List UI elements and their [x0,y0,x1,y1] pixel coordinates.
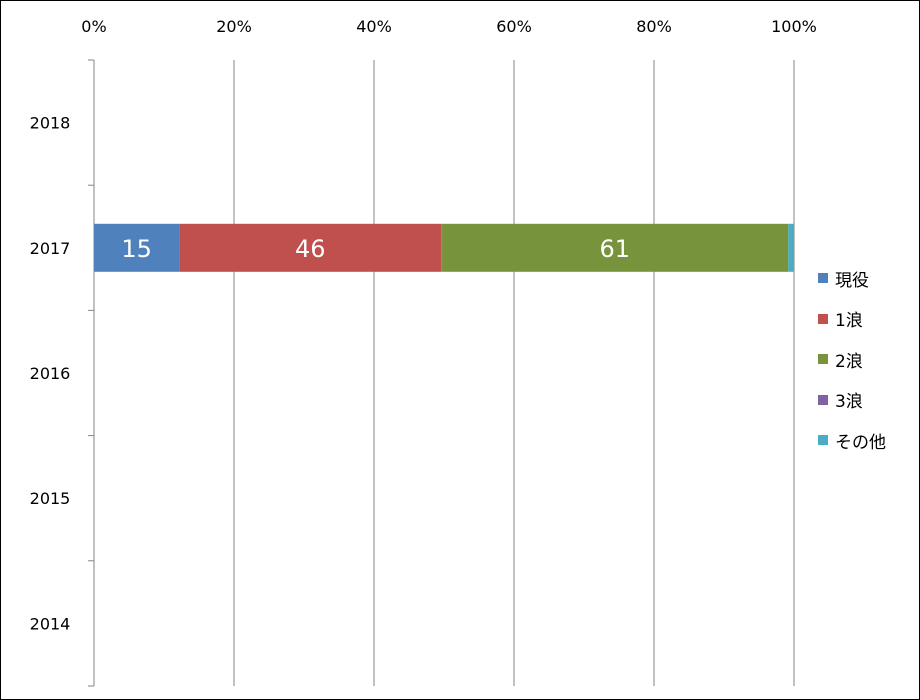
legend-item: 現役 [818,258,886,299]
bar-segment [179,223,442,272]
bar-segment [788,223,794,272]
y-tick-label: 2016 [30,364,71,383]
legend-swatch [818,354,828,365]
y-tick-label: 2018 [30,114,71,133]
data-label: 15 [121,235,152,263]
x-tick-label: 100% [771,17,817,36]
legend-swatch [818,313,828,324]
legend-swatch [818,394,828,405]
legend-label: 3浪 [835,392,863,413]
legend-label: 2浪 [835,351,863,372]
data-label: 46 [295,235,326,263]
legend-swatch [818,273,828,284]
legend-swatch [818,435,828,446]
x-tick-label: 40% [356,17,392,36]
legend-label: その他 [835,432,886,453]
legend: 現役 1浪 2浪 3浪その他 [818,258,886,461]
y-tick-label: 2014 [30,614,71,633]
y-tick-label: 2015 [30,489,71,508]
legend-item: 3浪 [818,380,886,421]
legend-item: その他 [818,420,886,461]
legend-item: 1浪 [818,299,886,340]
x-tick-label: 0% [81,17,106,36]
legend-label: 1浪 [835,311,863,332]
bar-segment [94,223,180,272]
bar-segment [441,223,789,272]
x-tick-label: 80% [636,17,672,36]
legend-label: 現役 [835,270,869,291]
data-label: 61 [599,235,630,263]
x-tick-label: 60% [496,17,532,36]
x-tick-label: 20% [216,17,252,36]
y-tick-label: 2017 [30,239,71,258]
legend-item: 2浪 [818,339,886,380]
